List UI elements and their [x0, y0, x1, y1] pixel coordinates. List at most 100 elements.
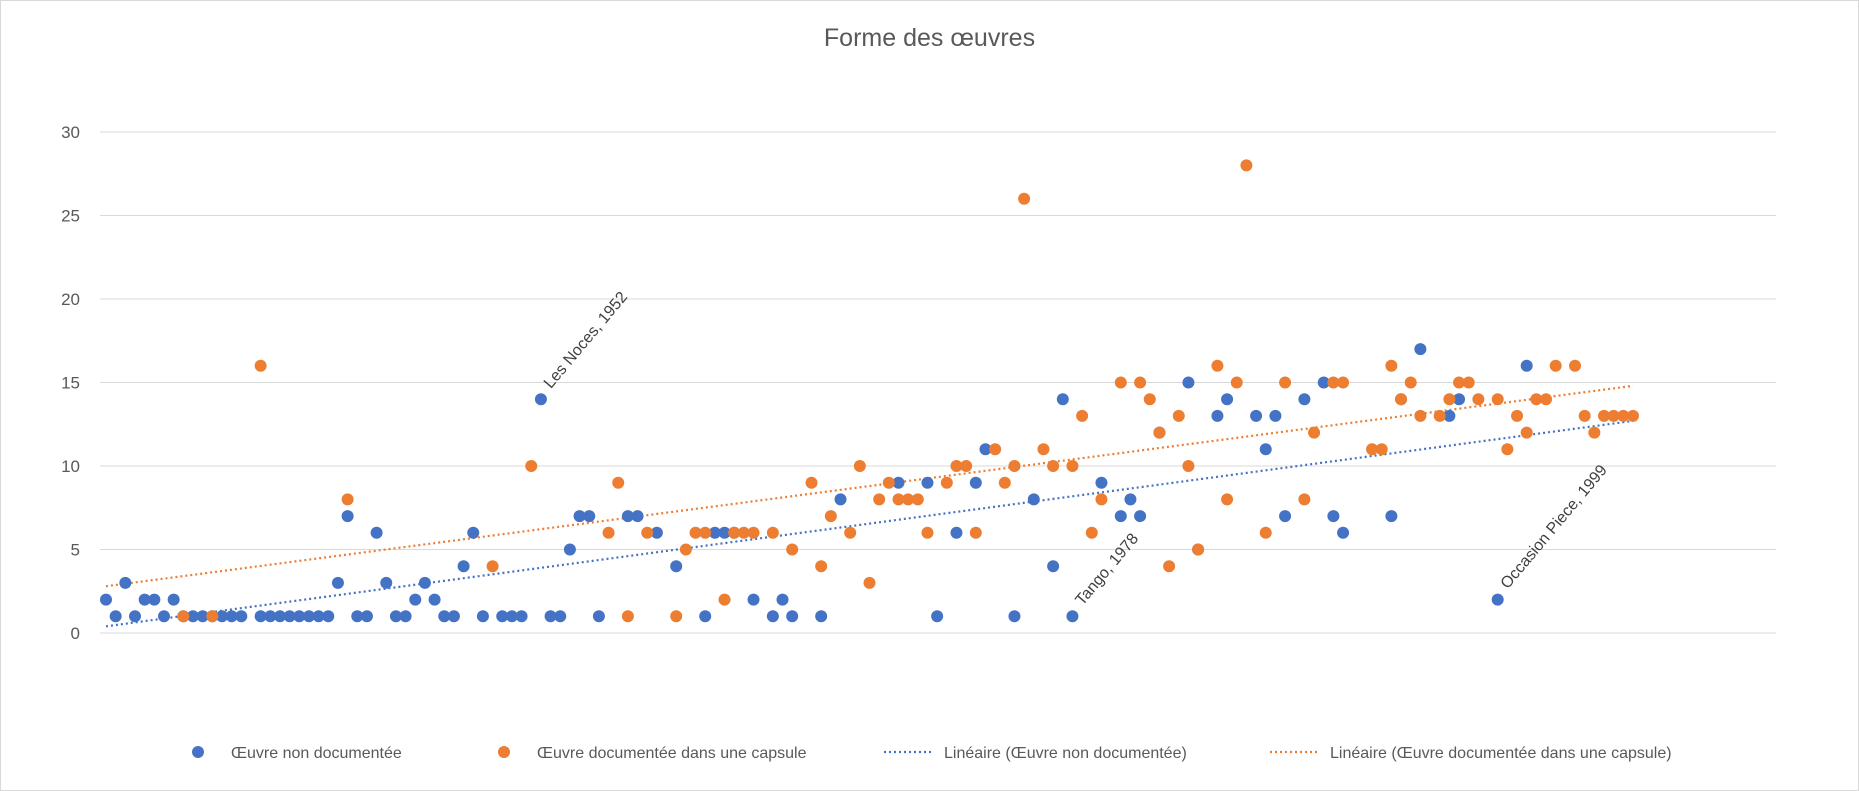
data-point-documentee — [341, 493, 354, 506]
data-point-documentee — [612, 476, 625, 489]
data-point-documentee — [1404, 376, 1417, 389]
data-point-non-documentee — [119, 576, 132, 589]
data-point-documentee — [1076, 409, 1089, 422]
data-point-non-documentee — [815, 610, 828, 623]
data-point-non-documentee — [554, 610, 567, 623]
data-point-documentee — [1598, 409, 1611, 422]
data-point-documentee — [805, 476, 818, 489]
data-point-non-documentee — [447, 610, 460, 623]
data-point-non-documentee — [834, 493, 847, 506]
data-point-non-documentee — [428, 593, 441, 606]
legend-label: Œuvre documentée dans une capsule — [537, 745, 807, 762]
legend: Œuvre non documentée Œuvre documentée dan… — [192, 745, 1672, 762]
data-point-documentee — [1192, 543, 1205, 556]
data-point-non-documentee — [389, 610, 402, 623]
data-point-documentee — [254, 359, 267, 372]
data-point-non-documentee — [979, 443, 992, 456]
data-point-documentee — [1008, 460, 1021, 472]
y-tick-label: 15 — [61, 374, 80, 393]
data-point-documentee — [1530, 393, 1543, 406]
legend-label: Linéaire (Œuvre non documentée) — [944, 745, 1187, 762]
data-point-non-documentee — [1047, 560, 1060, 573]
data-point-documentee — [1491, 393, 1504, 406]
trendline — [105, 384, 1634, 588]
data-point-documentee — [1433, 409, 1446, 422]
data-point-non-documentee — [747, 593, 760, 606]
data-point-non-documentee — [1250, 409, 1263, 422]
data-point-non-documentee — [341, 510, 354, 523]
data-point-non-documentee — [1221, 393, 1234, 406]
data-point-documentee — [940, 476, 953, 489]
data-point-documentee — [1143, 393, 1156, 406]
data-point-documentee — [621, 610, 634, 623]
data-point-documentee — [989, 443, 1002, 456]
data-point-non-documentee — [1385, 510, 1398, 523]
data-point-documentee — [728, 526, 741, 539]
data-point-non-documentee — [766, 610, 779, 623]
data-point-documentee — [679, 543, 692, 556]
data-point-non-documentee — [699, 610, 712, 623]
data-point-documentee — [1037, 443, 1050, 456]
data-point-documentee — [689, 526, 702, 539]
data-point-non-documentee — [718, 526, 731, 539]
data-point-non-documentee — [302, 610, 315, 623]
data-point-documentee — [766, 526, 779, 539]
data-point-non-documentee — [1056, 393, 1069, 406]
data-point-documentee — [911, 493, 924, 506]
data-point-non-documentee — [109, 610, 122, 623]
data-point-documentee — [1540, 393, 1553, 406]
data-point-documentee — [1472, 393, 1485, 406]
data-point-non-documentee — [225, 610, 238, 623]
data-point-documentee — [960, 460, 973, 472]
data-point-documentee — [1588, 426, 1601, 439]
data-point-documentee — [1134, 376, 1147, 389]
data-point-documentee — [844, 526, 857, 539]
data-point-non-documentee — [786, 610, 799, 623]
data-point-documentee — [969, 526, 982, 539]
data-point-non-documentee — [264, 610, 277, 623]
data-point-documentee — [670, 610, 683, 623]
data-point-non-documentee — [1211, 409, 1224, 422]
data-point-documentee — [602, 526, 615, 539]
data-point-documentee — [1462, 376, 1475, 389]
data-point-non-documentee — [322, 610, 335, 623]
data-point-documentee — [1279, 376, 1292, 389]
data-annotation: Occasion Piece, 1999 — [1498, 462, 1611, 592]
data-point-non-documentee — [1317, 376, 1330, 389]
data-point-documentee — [177, 610, 190, 623]
data-point-documentee — [1327, 376, 1340, 389]
data-point-non-documentee — [186, 610, 199, 623]
data-point-non-documentee — [1269, 409, 1282, 422]
data-point-non-documentee — [1114, 510, 1127, 523]
data-point-documentee — [786, 543, 799, 556]
data-point-documentee — [1298, 493, 1311, 506]
data-point-non-documentee — [467, 526, 480, 539]
chart-title: Forme des œuvres — [823, 24, 1036, 52]
data-point-documentee — [1308, 426, 1321, 439]
data-point-documentee — [1569, 359, 1582, 372]
data-point-non-documentee — [1279, 510, 1292, 523]
data-point-non-documentee — [776, 593, 789, 606]
data-point-documentee — [1578, 409, 1591, 422]
data-point-documentee — [1018, 192, 1031, 205]
data-point-non-documentee — [254, 610, 267, 623]
y-tick-label: 25 — [61, 207, 80, 226]
data-point-non-documentee — [921, 476, 934, 489]
data-point-non-documentee — [128, 610, 141, 623]
data-point-documentee — [1114, 376, 1127, 389]
data-annotation: Les Noces, 1952 — [541, 289, 631, 392]
data-point-documentee — [1366, 443, 1379, 456]
data-point-non-documentee — [1443, 409, 1456, 422]
data-point-non-documentee — [931, 610, 944, 623]
data-point-documentee — [1163, 560, 1176, 573]
data-point-documentee — [998, 476, 1011, 489]
data-point-documentee — [950, 460, 963, 472]
data-point-documentee — [892, 493, 905, 506]
trendlines — [105, 384, 1634, 628]
data-point-documentee — [1385, 359, 1398, 372]
data-point-documentee — [1627, 409, 1639, 422]
legend-marker — [498, 746, 510, 758]
data-point-documentee — [1501, 443, 1514, 456]
data-point-non-documentee — [621, 510, 634, 523]
data-point-non-documentee — [138, 593, 151, 606]
